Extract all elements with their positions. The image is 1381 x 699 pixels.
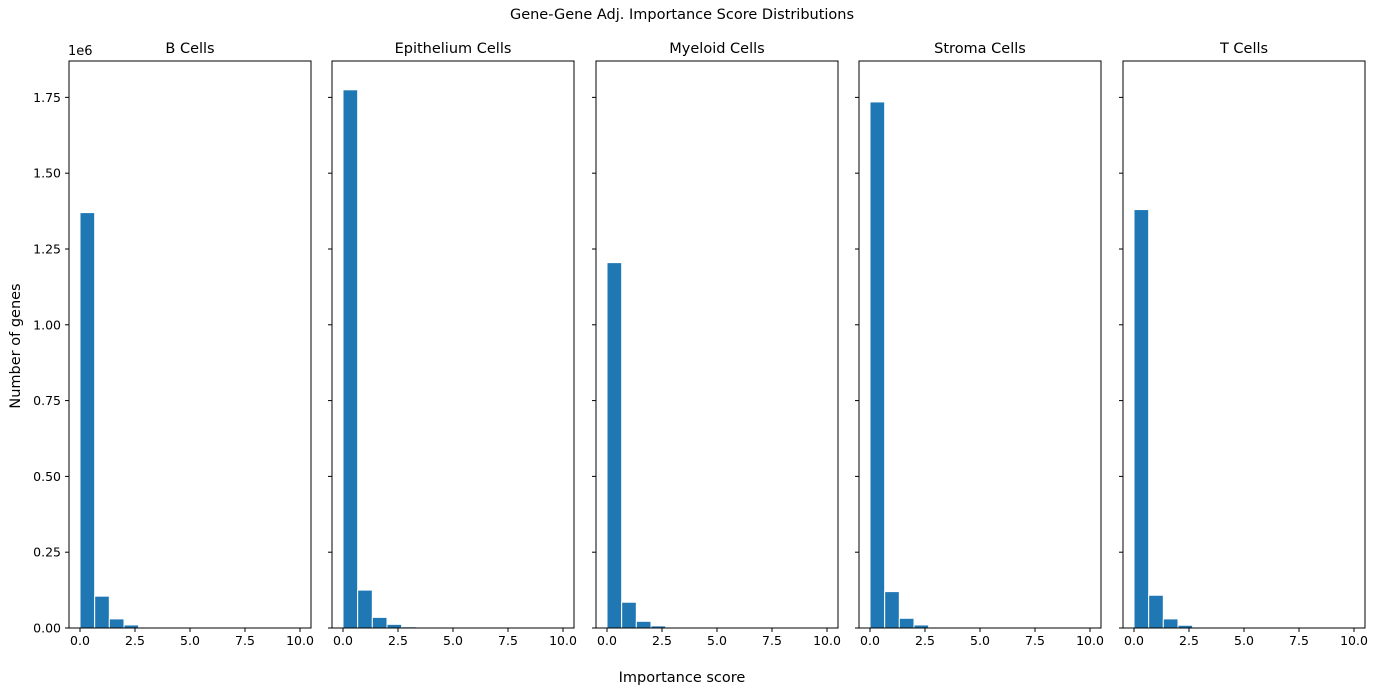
histogram-bar	[371, 616, 388, 629]
x-tick-label: 2.5	[125, 633, 145, 648]
panel-title: Myeloid Cells	[669, 41, 764, 57]
x-tick-label: 5.0	[443, 633, 463, 648]
histogram-bar	[79, 212, 96, 629]
y-tick-label: 0.75	[33, 393, 61, 408]
x-tick-label: 2.5	[652, 633, 672, 648]
axes-frame	[1122, 60, 1366, 629]
x-tick-label: 10.0	[813, 633, 841, 648]
axes-frame	[858, 60, 1102, 629]
y-offset-text: 1e6	[68, 44, 93, 59]
x-tick-label: 10.0	[549, 633, 577, 648]
histogram-bar	[869, 101, 886, 629]
y-tick-label: 1.75	[33, 90, 61, 105]
x-tick-label: 7.5	[762, 633, 782, 648]
x-tick-label: 7.5	[1289, 633, 1309, 648]
x-tick-label: 5.0	[970, 633, 990, 648]
panel-title: Epithelium Cells	[395, 41, 512, 57]
axes-frame	[595, 60, 839, 629]
figure-title: Gene-Gene Adj. Importance Score Distribu…	[509, 7, 855, 23]
x-tick-label: 2.5	[1179, 633, 1199, 648]
x-tick-label: 7.5	[498, 633, 518, 648]
x-tick-label: 5.0	[180, 633, 200, 648]
y-tick-label: 1.25	[33, 241, 61, 256]
x-axis-label: Importance score	[618, 670, 746, 686]
histogram-bar	[108, 618, 125, 629]
panel-title: B Cells	[165, 41, 214, 57]
histogram-bar	[898, 617, 915, 629]
panel-title: T Cells	[1219, 41, 1268, 57]
x-tick-label: 2.5	[915, 633, 935, 648]
y-tick-label: 0.50	[33, 469, 61, 484]
y-tick-label: 1.00	[33, 317, 61, 332]
y-tick-label: 0.25	[33, 545, 61, 560]
histogram-bar	[1162, 618, 1179, 629]
histogram-bar	[342, 89, 359, 629]
x-tick-label: 0.0	[1124, 633, 1144, 648]
x-tick-label: 5.0	[1234, 633, 1254, 648]
histogram-bar	[606, 262, 623, 629]
x-tick-label: 0.0	[597, 633, 617, 648]
histogram-bar	[1148, 594, 1164, 629]
x-tick-label: 10.0	[1076, 633, 1104, 648]
histogram-bar	[621, 601, 637, 629]
x-tick-label: 0.0	[70, 633, 90, 648]
axes-frame	[331, 60, 575, 629]
x-tick-label: 0.0	[860, 633, 880, 648]
axes-frame	[68, 60, 312, 629]
y-tick-label: 0.00	[33, 621, 61, 636]
x-tick-label: 7.5	[235, 633, 255, 648]
panel-title: Stroma Cells	[934, 41, 1026, 57]
y-tick-label: 1.50	[33, 166, 61, 181]
histogram-bar	[386, 623, 403, 629]
histogram-bar	[94, 595, 110, 629]
histogram-bar	[1133, 209, 1150, 629]
x-tick-label: 0.0	[333, 633, 353, 648]
x-tick-label: 5.0	[707, 633, 727, 648]
x-tick-label: 2.5	[388, 633, 408, 648]
x-tick-label: 10.0	[286, 633, 314, 648]
histogram-bar	[357, 589, 373, 629]
x-tick-label: 10.0	[1340, 633, 1368, 648]
histogram-bar	[884, 591, 900, 629]
histogram-bar	[635, 620, 652, 629]
x-tick-label: 7.5	[1025, 633, 1045, 648]
